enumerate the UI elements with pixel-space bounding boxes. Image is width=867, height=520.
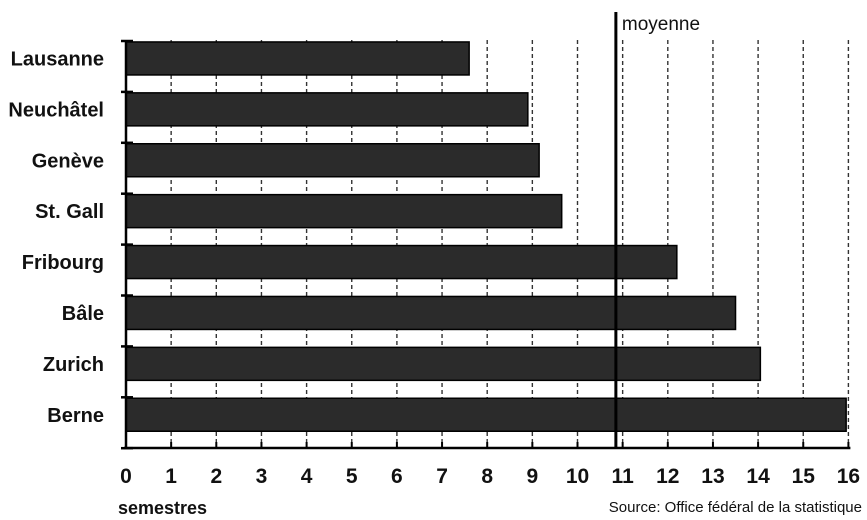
bar [125, 143, 540, 178]
category-label: Lausanne [11, 48, 104, 70]
x-tick-label: 3 [256, 465, 268, 488]
category-label: Zurich [43, 354, 104, 376]
x-axis-label: semestres [118, 498, 207, 518]
category-label: Neuchâtel [8, 99, 104, 121]
category-label: Bâle [62, 303, 104, 325]
x-tick-label: 11 [612, 465, 635, 488]
category-labels: Lausanne Neuchâtel Genève St. Gall Fribourg B… [8, 48, 104, 426]
x-tick-label: 2 [210, 465, 222, 488]
x-tick-label: 16 [837, 465, 860, 488]
axes [121, 39, 851, 450]
x-tick-label: 1 [165, 465, 177, 488]
x-tick-label: 4 [301, 465, 313, 488]
x-tick-label: 10 [566, 465, 589, 488]
x-tick-labels: 0 1 2 3 4 5 6 7 8 9 10 11 12 13 14 15 16 [120, 465, 860, 488]
bar [125, 41, 470, 76]
x-tick-label: 7 [436, 465, 448, 488]
source-note: Source: Office fédéral de la statistique [609, 499, 862, 516]
bar [125, 397, 847, 432]
category-label: St. Gall [35, 201, 104, 223]
category-label: Berne [47, 405, 104, 427]
category-label: Genève [32, 150, 104, 172]
x-tick-label: 13 [701, 465, 724, 488]
x-tick-label: 0 [120, 465, 132, 488]
bar [125, 244, 678, 280]
average-label: moyenne [622, 14, 700, 35]
bar [125, 193, 563, 229]
bar [125, 92, 529, 127]
x-tick-label: 6 [391, 465, 403, 488]
bar [125, 295, 737, 331]
x-tick-label: 9 [527, 465, 539, 488]
bars [125, 41, 847, 432]
x-tick-label: 14 [746, 465, 770, 488]
x-tick-label: 5 [346, 465, 358, 488]
x-tick-label: 12 [656, 465, 679, 488]
x-tick-label: 15 [792, 465, 816, 488]
bar [125, 346, 762, 382]
category-label: Fribourg [22, 252, 104, 274]
x-tick-label: 8 [481, 465, 493, 488]
